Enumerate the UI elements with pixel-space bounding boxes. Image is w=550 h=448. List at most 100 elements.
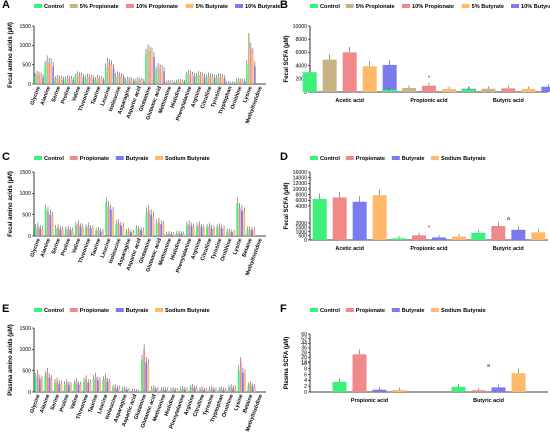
- bar: [491, 225, 506, 240]
- bar: [352, 201, 367, 240]
- bar: [382, 64, 397, 92]
- bar: [141, 80, 143, 84]
- bar: [183, 389, 186, 392]
- category-label: Proline: [59, 394, 71, 413]
- bar: [234, 388, 237, 392]
- significance-mark: a: [507, 216, 510, 222]
- bar: [189, 74, 192, 84]
- y-tick-label: 10000: [293, 24, 308, 30]
- bar: [250, 47, 252, 84]
- bar: [76, 74, 79, 84]
- legend-label: Butyrate: [126, 308, 149, 314]
- bar: [61, 229, 64, 236]
- bar: [342, 52, 357, 92]
- bar: [215, 389, 217, 392]
- y-axis-label: Fecal amino acids (µM): [8, 22, 14, 88]
- bar: [213, 77, 216, 84]
- y-tick-label: 0: [28, 390, 31, 396]
- bar: [202, 227, 205, 236]
- bar: [172, 389, 175, 392]
- bar: [165, 82, 167, 84]
- bar: [99, 381, 101, 392]
- bar: [77, 384, 80, 392]
- category-label: Butyric acid: [493, 246, 524, 252]
- bar: [191, 386, 194, 392]
- bar: [205, 77, 208, 84]
- bar: [481, 88, 496, 92]
- bar: [98, 78, 101, 84]
- bar: [70, 385, 72, 392]
- category-label: Valine: [71, 86, 82, 103]
- bar: [147, 210, 150, 236]
- bar: [164, 389, 167, 392]
- bar: [142, 230, 145, 236]
- category-label: Serine: [51, 238, 62, 256]
- category-label: Lysine: [232, 238, 243, 256]
- bar: [177, 81, 180, 84]
- bar: [372, 195, 387, 240]
- bar: [154, 389, 157, 392]
- bar: [452, 236, 466, 240]
- bar: [135, 80, 137, 84]
- category-label: Acetic acid: [335, 246, 363, 252]
- bar: [108, 382, 111, 392]
- y-tick-label: 500: [22, 62, 31, 68]
- legend-label: Control: [44, 4, 64, 10]
- y-axis-label: Fecal SCFA (µM): [284, 183, 290, 230]
- bar: [117, 223, 120, 236]
- category-label: Propionic acid: [351, 398, 388, 404]
- legend-swatch: [185, 4, 194, 8]
- bar: [147, 364, 150, 392]
- bar: [97, 230, 100, 236]
- y-tick-label: 1000: [19, 347, 31, 353]
- bar: [226, 231, 229, 236]
- bar: [218, 226, 221, 236]
- category-label: Propionic acid: [410, 98, 447, 104]
- bar: [67, 384, 70, 392]
- y-tick-label: 1500: [19, 24, 31, 30]
- significance-mark: *: [428, 76, 430, 82]
- legend-label: 10% Propionate: [136, 4, 178, 10]
- bar: [210, 228, 213, 236]
- panel-F: F Control Propionate Butyrate Sodium Butyrat…: [280, 303, 548, 404]
- bar: [205, 390, 208, 392]
- bar: [90, 77, 93, 84]
- bar: [192, 227, 195, 236]
- legend-swatch: [431, 156, 439, 160]
- bar: [96, 380, 99, 392]
- bar: [191, 75, 194, 84]
- bar: [137, 229, 140, 236]
- bar: [122, 226, 125, 236]
- bar: [41, 228, 44, 236]
- bar: [59, 229, 62, 236]
- y-tick-label: 1500: [19, 170, 31, 176]
- bar: [121, 389, 124, 392]
- bar: [235, 81, 238, 84]
- bar: [167, 82, 169, 84]
- legend-label: 10% Propionate: [412, 4, 454, 10]
- bar: [131, 80, 133, 84]
- legend-swatch: [155, 156, 163, 160]
- bar: [118, 75, 121, 84]
- bar: [213, 228, 215, 236]
- bar: [74, 225, 77, 236]
- bar: [34, 377, 37, 392]
- bar: [175, 233, 178, 236]
- bar: [102, 231, 104, 236]
- bar: [248, 229, 251, 236]
- bar: [189, 387, 192, 392]
- bar: [181, 81, 184, 84]
- bar: [208, 389, 211, 392]
- bar: [253, 386, 256, 392]
- bar: [125, 80, 127, 84]
- y-tick-label: 28: [301, 350, 307, 356]
- legend-label: Propionate: [80, 156, 109, 162]
- y-tick-label: 20: [301, 355, 307, 361]
- bar: [197, 74, 200, 84]
- bar: [54, 382, 56, 392]
- bar: [195, 76, 198, 84]
- bar: [168, 233, 170, 236]
- y-tick-label: 0: [304, 238, 307, 244]
- bar: [50, 379, 53, 392]
- legend-label: 5% Propionate: [356, 4, 395, 10]
